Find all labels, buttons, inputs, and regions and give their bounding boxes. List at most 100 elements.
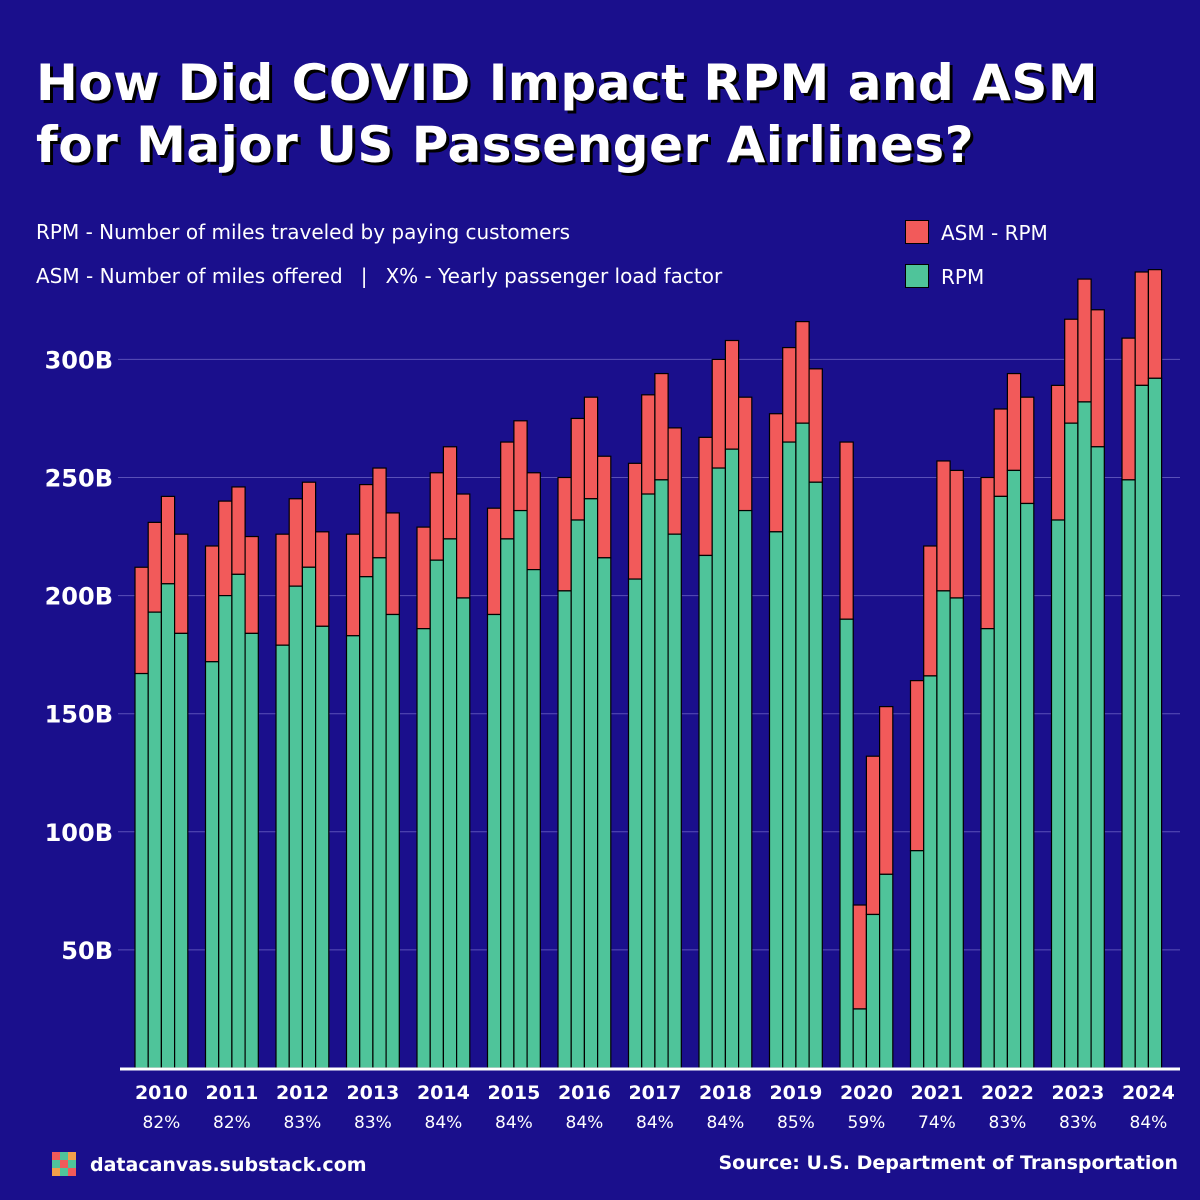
bar-asm-minus-rpm-2017-q2 <box>641 394 656 495</box>
bar-asm-minus-rpm-2011-q3 <box>231 486 246 575</box>
x-tick-label-2021: 2021 <box>910 1082 963 1104</box>
bar-rpm-2019-q3 <box>795 422 810 1069</box>
y-tick-label-100: 100B <box>45 819 113 847</box>
x-tick-label-2018: 2018 <box>699 1082 752 1104</box>
load-factor-label-2018: 84% <box>707 1113 745 1133</box>
bar-asm-minus-rpm-2013-q3 <box>372 467 387 559</box>
load-factor-label-2022: 83% <box>989 1113 1027 1133</box>
bar-asm-minus-rpm-2014-q2 <box>429 472 445 561</box>
bar-rpm-2016-q3 <box>583 498 599 1069</box>
bar-rpm-2011-q2 <box>218 594 233 1069</box>
y-tick-label-200: 200B <box>45 583 113 611</box>
y-tick-label-250: 250B <box>45 465 113 493</box>
bar-asm-minus-rpm-2019-q3 <box>795 321 810 424</box>
bar-asm-minus-rpm-2023-q2 <box>1064 318 1079 424</box>
bar-asm-minus-rpm-2021-q4 <box>949 469 964 599</box>
bar-asm-minus-rpm-2019-q1 <box>768 413 784 533</box>
bar-asm-minus-rpm-2012-q3 <box>301 481 317 568</box>
legend-item-rpm: RPM <box>905 264 984 289</box>
bar-rpm-2021-q3 <box>936 590 951 1069</box>
bar-asm-minus-rpm-2024-q1 <box>1121 337 1136 481</box>
load-factor-label-2021: 74% <box>918 1113 956 1133</box>
load-factor-label-2011: 82% <box>213 1113 251 1133</box>
legend-swatch-asm-minus-rpm <box>905 220 929 244</box>
bar-asm-minus-rpm-2023-q3 <box>1077 278 1092 403</box>
footer-source: Source: U.S. Department of Transportatio… <box>718 1152 1178 1174</box>
bar-asm-minus-rpm-2012-q1 <box>275 533 290 646</box>
bar-rpm-2014-q1 <box>416 628 431 1069</box>
bar-rpm-2015-q2 <box>500 538 515 1069</box>
bar-rpm-2022-q1 <box>980 628 995 1069</box>
bar-asm-minus-rpm-2020-q3 <box>865 755 881 916</box>
bar-asm-minus-rpm-2021-q2 <box>923 545 938 677</box>
bar-rpm-2020-q3 <box>865 913 881 1069</box>
bar-rpm-2011-q3 <box>231 573 246 1069</box>
bar-rpm-2024-q2 <box>1134 384 1149 1069</box>
x-tick-label-2020: 2020 <box>840 1082 893 1104</box>
bar-rpm-2024-q1 <box>1121 479 1136 1069</box>
bar-asm-minus-rpm-2017-q1 <box>627 462 643 580</box>
bar-rpm-2019-q1 <box>768 531 784 1069</box>
bar-rpm-2012-q1 <box>275 644 290 1069</box>
bar-rpm-2013-q2 <box>359 576 374 1069</box>
bar-asm-minus-rpm-2023-q1 <box>1050 384 1066 521</box>
load-factor-label-2017: 84% <box>636 1113 674 1133</box>
bar-rpm-2020-q4 <box>878 873 894 1069</box>
bar-rpm-2023-q4 <box>1090 446 1105 1069</box>
legend-item-asm-minus-rpm: ASM - RPM <box>905 220 1048 245</box>
x-tick-label-2023: 2023 <box>1051 1082 1104 1104</box>
bar-rpm-2013-q1 <box>345 635 361 1069</box>
datacanvas-logo-icon <box>52 1152 76 1176</box>
bar-asm-minus-rpm-2022-q2 <box>993 408 1009 497</box>
bar-asm-minus-rpm-2021-q3 <box>936 460 951 592</box>
bar-asm-minus-rpm-2013-q1 <box>345 533 361 637</box>
load-factor-label-2019: 85% <box>777 1113 815 1133</box>
bar-rpm-2014-q3 <box>442 538 458 1069</box>
bar-asm-minus-rpm-2022-q4 <box>1019 396 1035 505</box>
x-tick-label-2016: 2016 <box>558 1082 611 1104</box>
bar-rpm-2017-q1 <box>627 578 643 1069</box>
y-tick-label-300: 300B <box>45 346 113 374</box>
load-factor-label-2023: 83% <box>1059 1113 1097 1133</box>
bar-asm-minus-rpm-2018-q2 <box>711 358 727 469</box>
bar-rpm-2022-q3 <box>1006 469 1022 1069</box>
load-factor-label-2020: 59% <box>848 1113 886 1133</box>
bar-rpm-2023-q2 <box>1064 422 1079 1069</box>
load-factor-label-2012: 83% <box>284 1113 322 1133</box>
bar-asm-minus-rpm-2010-q2 <box>147 521 162 613</box>
bar-asm-minus-rpm-2014-q3 <box>442 446 458 540</box>
bar-asm-minus-rpm-2020-q4 <box>878 706 894 875</box>
bar-rpm-2023-q1 <box>1050 519 1066 1069</box>
bar-asm-minus-rpm-2020-q1 <box>839 441 854 620</box>
bar-rpm-2021-q1 <box>909 850 925 1069</box>
bar-rpm-2024-q3 <box>1147 377 1163 1069</box>
bar-asm-minus-rpm-2019-q4 <box>808 368 823 483</box>
bar-asm-minus-rpm-2012-q4 <box>315 531 330 627</box>
bar-rpm-2020-q1 <box>839 618 854 1069</box>
rpm-definition-note: RPM - Number of miles traveled by paying… <box>36 220 571 244</box>
bar-rpm-2012-q3 <box>301 566 317 1069</box>
bar-rpm-2023-q3 <box>1077 401 1092 1069</box>
footer-site-text: datacanvas.substack.com <box>90 1154 367 1176</box>
x-tick-label-2019: 2019 <box>769 1082 822 1104</box>
x-tick-label-2010: 2010 <box>135 1082 188 1104</box>
load-factor-label-2014: 84% <box>425 1113 463 1133</box>
bar-rpm-2015-q1 <box>486 613 502 1069</box>
bar-asm-minus-rpm-2021-q1 <box>909 680 925 852</box>
x-tick-label-2024: 2024 <box>1122 1082 1175 1104</box>
bar-asm-minus-rpm-2016-q3 <box>583 396 599 500</box>
x-tick-label-2011: 2011 <box>205 1082 258 1104</box>
bar-asm-minus-rpm-2010-q4 <box>174 533 189 634</box>
bar-asm-minus-rpm-2018-q1 <box>698 436 713 557</box>
load-factor-label-2016: 84% <box>566 1113 604 1133</box>
bar-rpm-2022-q4 <box>1019 502 1035 1069</box>
bar-rpm-2021-q4 <box>949 597 964 1069</box>
bar-asm-minus-rpm-2016-q4 <box>596 455 612 559</box>
legend-swatch-rpm <box>905 264 929 288</box>
bar-asm-minus-rpm-2012-q2 <box>288 498 304 587</box>
bar-rpm-2022-q2 <box>993 495 1009 1069</box>
bar-asm-minus-rpm-2011-q1 <box>204 545 220 663</box>
chart-title-line-1: How Did COVID Impact RPM and ASM <box>36 54 1099 112</box>
bar-asm-minus-rpm-2016-q2 <box>570 417 586 521</box>
bar-asm-minus-rpm-2018-q3 <box>724 339 740 450</box>
